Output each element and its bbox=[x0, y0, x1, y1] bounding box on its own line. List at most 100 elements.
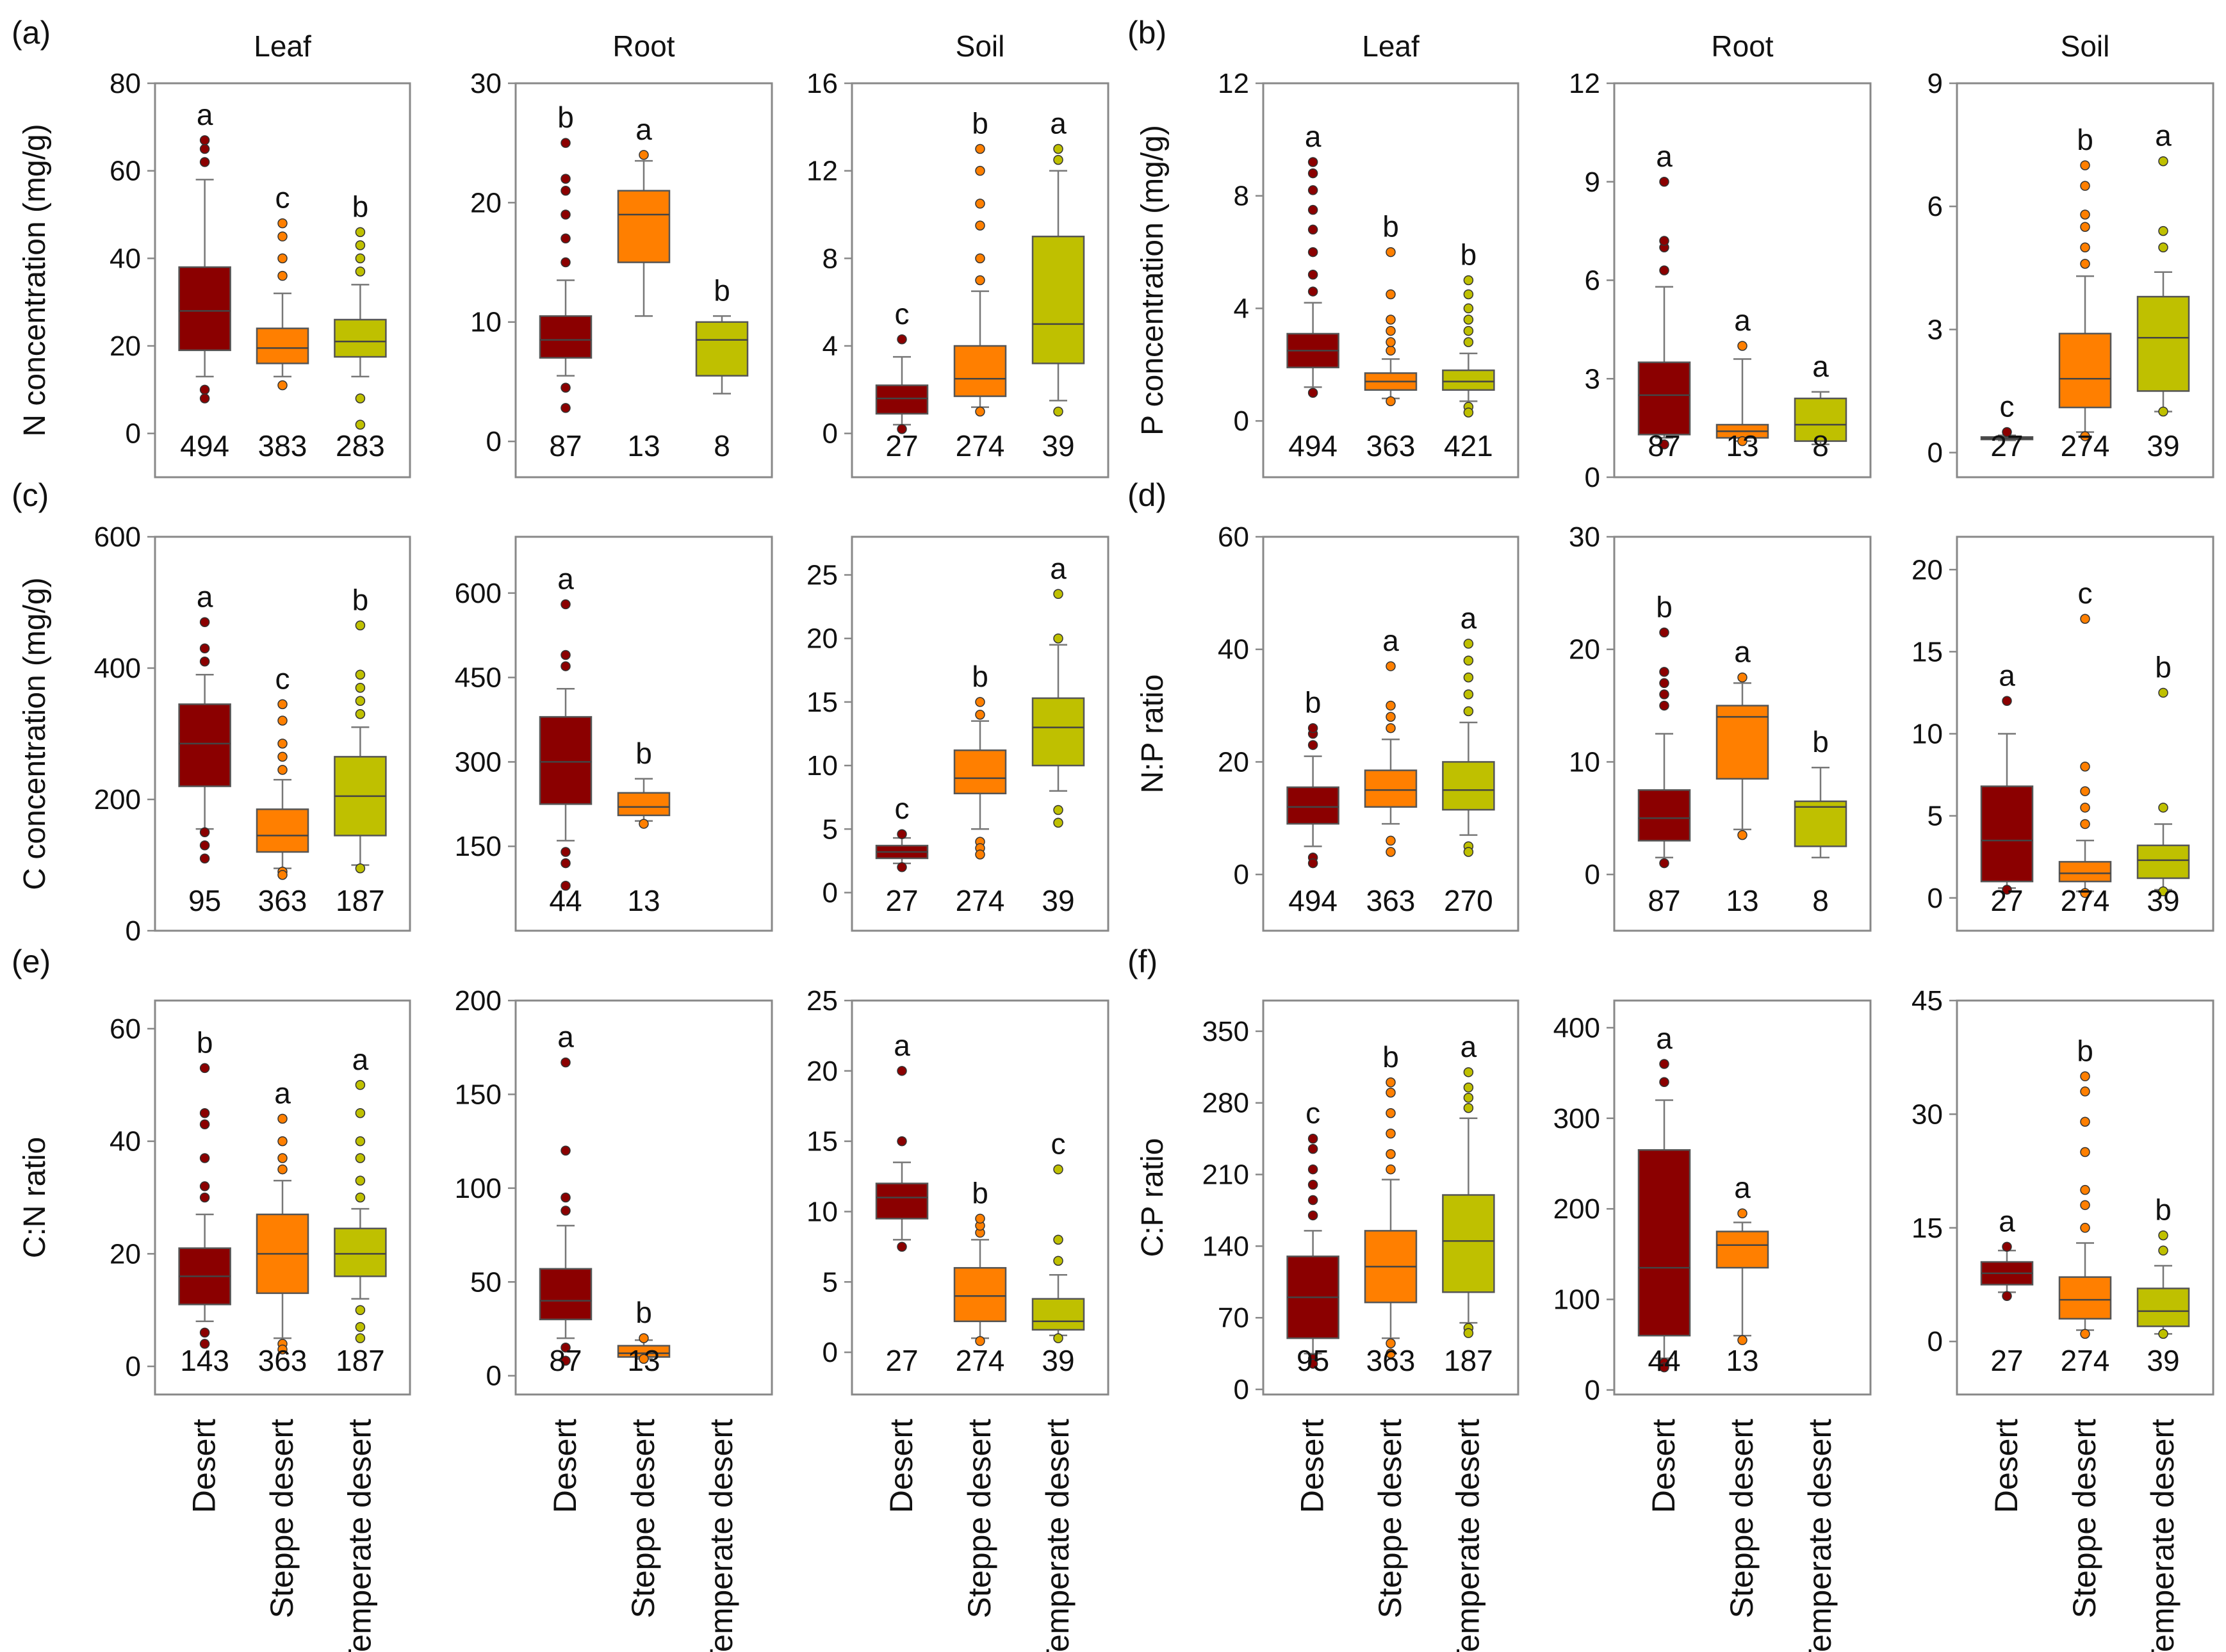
outlier-point bbox=[355, 1333, 366, 1343]
sample-size: 363 bbox=[1366, 1344, 1416, 1377]
sample-size: 274 bbox=[2061, 1344, 2110, 1377]
significance-letter: a bbox=[557, 562, 574, 595]
box-steppe-desert: c 363 bbox=[256, 662, 309, 917]
subplot-group-3: 0 5 10 15 20 25 a 27 b 274 c 39 Desert Steppe desert T… bbox=[806, 985, 1109, 1652]
y-tick-label: 0 bbox=[1585, 859, 1600, 890]
y-tick-label: 0 bbox=[1585, 1375, 1600, 1406]
outlier-point bbox=[639, 150, 649, 160]
panel-letter: (c) bbox=[12, 477, 49, 513]
outlier-point bbox=[2080, 1184, 2090, 1195]
y-tick-label: 20 bbox=[1218, 746, 1249, 778]
y-tick-label: 140 bbox=[1202, 1231, 1249, 1262]
subplot-soil: Soil 0 3 6 9 c 27 b 274 a 39 bbox=[1927, 29, 2214, 478]
iqr-box bbox=[1637, 361, 1691, 436]
subplot-title: Soil bbox=[2061, 29, 2110, 63]
y-tick-label: 200 bbox=[455, 985, 502, 1017]
plot-frame bbox=[1262, 999, 1519, 1396]
outlier-point bbox=[1386, 835, 1396, 846]
outlier-point bbox=[975, 849, 985, 860]
outlier-point bbox=[2080, 1086, 2090, 1097]
significance-letter: a bbox=[1382, 624, 1399, 657]
y-tick-label: 20 bbox=[1911, 554, 1943, 585]
box-temperate-desert: a 187 bbox=[334, 1043, 387, 1377]
outlier-point bbox=[639, 1333, 649, 1343]
y-tick-label: 150 bbox=[455, 1079, 502, 1110]
y-tick-label: 0 bbox=[126, 418, 141, 450]
y-tick-label: 450 bbox=[455, 662, 502, 694]
x-category-label: Desert bbox=[547, 1419, 583, 1513]
sample-size: 27 bbox=[1990, 1344, 2023, 1377]
outlier-point bbox=[1307, 1143, 1318, 1154]
y-tick-label: 280 bbox=[1202, 1088, 1249, 1119]
box-desert: b 143 bbox=[178, 1026, 231, 1377]
y-tick-label: 10 bbox=[806, 1196, 838, 1227]
outlier-point bbox=[2080, 242, 2090, 252]
outlier-point bbox=[1737, 830, 1747, 840]
outlier-point bbox=[199, 135, 210, 145]
y-tick-label: 70 bbox=[1218, 1302, 1249, 1334]
outlier-point bbox=[1307, 1359, 1318, 1369]
outlier-point bbox=[2002, 427, 2012, 438]
outlier-point bbox=[1053, 143, 1063, 154]
significance-letter: b bbox=[1812, 725, 1829, 758]
y-tick-label: 0 bbox=[1585, 462, 1600, 493]
y-axis-label: C:N ratio bbox=[18, 1137, 52, 1258]
outlier-point bbox=[277, 765, 288, 775]
sample-size: 421 bbox=[1444, 429, 1493, 462]
outlier-point bbox=[2080, 1329, 2090, 1339]
outlier-point bbox=[1659, 1077, 1669, 1087]
significance-letter: b bbox=[635, 737, 652, 770]
subplot-group-2: 0 50 100 150 200 a 87 b 13 Desert Steppe desert Tem… bbox=[455, 985, 773, 1652]
outlier-point bbox=[561, 233, 571, 244]
significance-letter: b bbox=[197, 1026, 213, 1059]
outlier-point bbox=[1386, 1077, 1396, 1088]
box-desert: c 95 bbox=[1286, 1097, 1339, 1377]
y-tick-label: 9 bbox=[1585, 167, 1600, 198]
significance-letter: b bbox=[1382, 1040, 1399, 1074]
outlier-point bbox=[1463, 407, 1474, 418]
iqr-box bbox=[1442, 369, 1495, 391]
box-temperate-desert: a 187 bbox=[1442, 1030, 1495, 1377]
sample-size: 27 bbox=[1990, 884, 2023, 917]
iqr-box bbox=[178, 266, 231, 352]
sample-size: 494 bbox=[1288, 429, 1338, 462]
outlier-point bbox=[1659, 265, 1669, 275]
iqr-box bbox=[875, 384, 929, 415]
iqr-box bbox=[695, 321, 749, 377]
outlier-point bbox=[975, 697, 985, 707]
outlier-point bbox=[277, 699, 288, 710]
outlier-point bbox=[561, 1192, 571, 1203]
y-tick-label: 50 bbox=[470, 1266, 502, 1298]
box-steppe-desert: b 13 bbox=[617, 1296, 671, 1377]
y-axis-label: N:P ratio bbox=[1136, 675, 1170, 794]
sample-size: 274 bbox=[2061, 429, 2110, 462]
y-tick-label: 8 bbox=[1234, 181, 1249, 212]
subplot-group-1: 0 70 140 210 280 350 c 95 b 363 a 187 Desert Steppe d… bbox=[1202, 999, 1519, 1652]
y-tick-label: 600 bbox=[455, 578, 502, 609]
outlier-point bbox=[1307, 1133, 1318, 1144]
outlier-point bbox=[2158, 1329, 2168, 1339]
outlier-point bbox=[897, 334, 907, 345]
significance-letter: c bbox=[2000, 390, 2015, 423]
box-desert: c 27 bbox=[875, 792, 929, 917]
subplot-leaf: Leaf 0 20 40 60 80 a 494 c 383 b 283 bbox=[110, 29, 411, 478]
y-tick-label: 60 bbox=[110, 156, 141, 187]
y-tick-label: 20 bbox=[1569, 634, 1600, 666]
significance-letter: b bbox=[352, 583, 369, 616]
iqr-box bbox=[256, 327, 309, 364]
outlier-point bbox=[561, 661, 571, 671]
panel-a: (a)N concentration (mg/g)Leaf020406080a4… bbox=[12, 15, 1109, 478]
y-axis-label: N concentration (mg/g) bbox=[18, 124, 52, 436]
outlier-point bbox=[1053, 154, 1063, 165]
box-desert: a 87 bbox=[1637, 140, 1691, 462]
outlier-point bbox=[277, 870, 288, 880]
box-desert: b 87 bbox=[539, 101, 593, 462]
iqr-box bbox=[953, 345, 1007, 397]
sample-size: 27 bbox=[885, 429, 918, 462]
outlier-point bbox=[355, 240, 366, 250]
y-axis-label: C:P ratio bbox=[1136, 1138, 1170, 1257]
outlier-point bbox=[355, 1153, 366, 1163]
sample-size: 363 bbox=[1366, 429, 1416, 462]
iqr-box bbox=[2136, 1288, 2190, 1327]
box-temperate-desert: a 39 bbox=[1031, 552, 1085, 917]
